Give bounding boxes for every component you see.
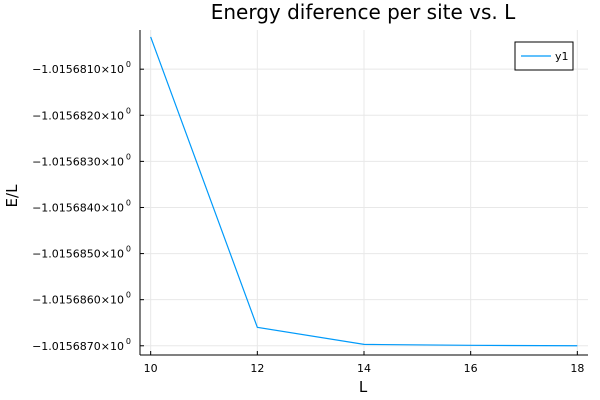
grid — [140, 30, 588, 355]
y-tick-exponent: 0 — [126, 291, 131, 300]
y-tick-exponent: 0 — [126, 152, 131, 161]
y-tick-label: −1.0156850×10 — [32, 248, 124, 261]
y-tick-label: −1.0156860×10 — [32, 294, 124, 307]
x-tick-label: 10 — [144, 362, 158, 375]
y-tick-exponent: 0 — [126, 60, 131, 69]
tick-labels: 10 12 14 16 18−1.0156810×10 0−1.0156820×10 0−1… — [32, 60, 584, 375]
x-axis-label: L — [359, 378, 368, 396]
x-tick-label: 12 — [250, 362, 264, 375]
x-tick-label: 14 — [357, 362, 371, 375]
y-tick-exponent: 0 — [126, 198, 131, 207]
y-tick-label: −1.0156830×10 — [32, 155, 124, 168]
series-line-y1 — [150, 36, 578, 347]
y-tick-label: −1.0156840×10 — [32, 201, 124, 214]
series-layer — [150, 36, 578, 347]
y-tick-exponent: 0 — [126, 337, 131, 346]
chart-title: Energy diference per site vs. L — [211, 0, 516, 24]
x-tick-label: 16 — [464, 362, 478, 375]
y-tick-label: −1.0156810×10 — [32, 63, 124, 76]
y-axis-label: E/L — [3, 184, 21, 208]
y-tick-label: −1.0156820×10 — [32, 109, 124, 122]
x-tick-label: 18 — [570, 362, 584, 375]
legend: y1 — [514, 41, 574, 71]
legend-label: y1 — [555, 50, 569, 63]
y-tick-exponent: 0 — [126, 106, 131, 115]
axes — [139, 30, 588, 356]
y-tick-exponent: 0 — [126, 245, 131, 254]
y-tick-label: −1.0156870×10 — [32, 340, 124, 353]
